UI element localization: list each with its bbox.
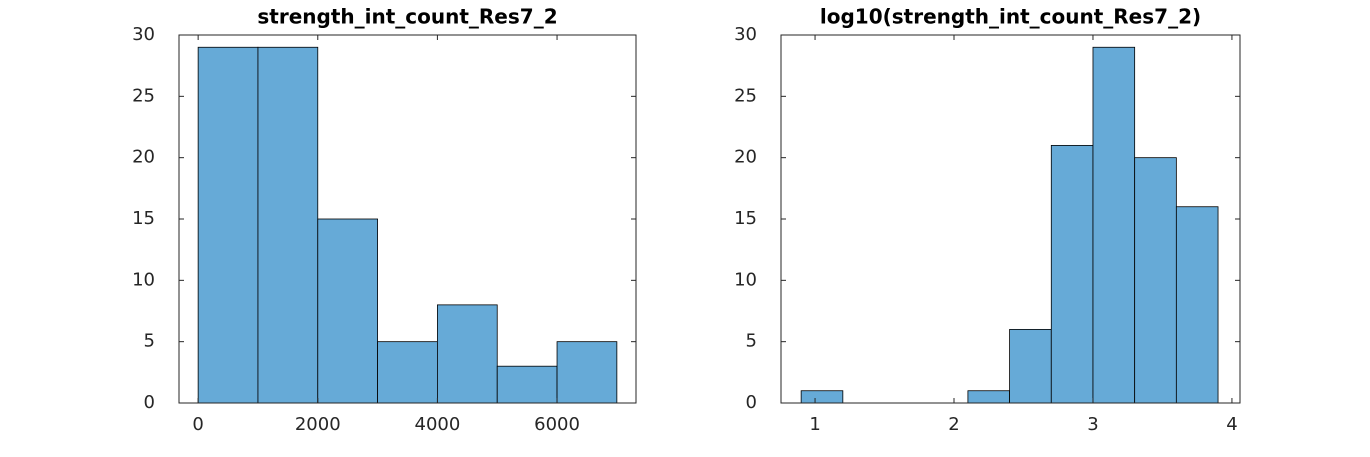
y-tick-label: 0 [144, 392, 155, 413]
x-tick-label: 2000 [295, 414, 341, 435]
chart-title: log10(strength_int_count_Res7_2) [820, 5, 1201, 29]
bar [197, 46, 259, 404]
y-tick-label: 25 [734, 85, 757, 106]
x-tick-label: 4 [1226, 414, 1237, 435]
y-tick-label: 10 [734, 269, 757, 290]
bar [967, 390, 1010, 404]
bar [1009, 328, 1052, 404]
y-tick-label: 0 [746, 392, 757, 413]
bar [1050, 144, 1094, 404]
x-tick-label: 1 [809, 414, 820, 435]
y-tick-label: 5 [144, 331, 155, 352]
y-tick-label: 10 [132, 269, 155, 290]
x-tick-label: 4000 [415, 414, 461, 435]
y-tick-label: 15 [734, 208, 757, 229]
bar [1092, 46, 1136, 404]
y-tick-label: 20 [132, 147, 155, 168]
y-tick-label: 25 [132, 85, 155, 106]
bar [257, 46, 319, 404]
y-tick-label: 30 [734, 24, 757, 45]
x-tick-label: 2 [948, 414, 959, 435]
x-tick-label: 3 [1087, 414, 1098, 435]
y-tick-label: 5 [746, 331, 757, 352]
bar [437, 304, 498, 404]
x-tick-label: 0 [192, 414, 203, 435]
x-tick-label: 6000 [534, 414, 580, 435]
bar [317, 218, 378, 404]
bar [1134, 157, 1177, 404]
bar [800, 390, 844, 404]
chart-title: strength_int_count_Res7_2 [257, 5, 557, 29]
bar [377, 341, 438, 404]
bar [556, 341, 618, 404]
bar [1175, 206, 1219, 404]
bar [496, 365, 558, 404]
y-tick-label: 30 [132, 24, 155, 45]
y-tick-label: 20 [734, 147, 757, 168]
y-tick-label: 15 [132, 208, 155, 229]
